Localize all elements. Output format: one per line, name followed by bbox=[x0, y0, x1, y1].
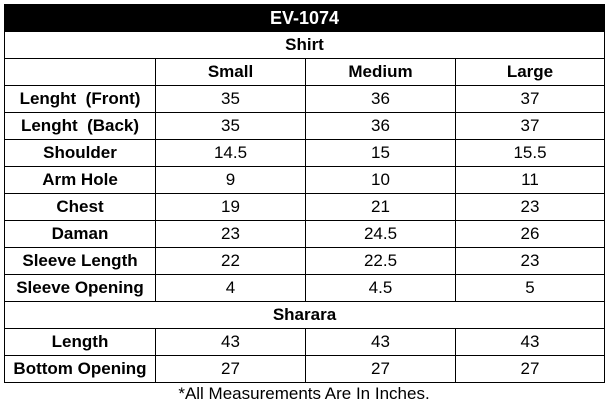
value-cell: 43 bbox=[155, 328, 306, 356]
measure-row: Daman 23 24.5 26 bbox=[4, 220, 605, 248]
value-cell: 23 bbox=[455, 247, 605, 275]
value-cell: 23 bbox=[455, 193, 605, 221]
column-header: Medium bbox=[305, 58, 456, 86]
footnote: *All Measurements Are In Inches. bbox=[178, 384, 430, 403]
value-cell: 43 bbox=[455, 328, 605, 356]
measure-row: Arm Hole 9 10 11 bbox=[4, 166, 605, 194]
header-row: Small Medium Large bbox=[4, 58, 605, 86]
value-cell: 19 bbox=[155, 193, 306, 221]
value-cell: 27 bbox=[155, 355, 306, 383]
row-label: Bottom Opening bbox=[4, 355, 156, 383]
table-title: EV-1074 bbox=[4, 4, 605, 32]
measure-row: Shoulder 14.5 15 15.5 bbox=[4, 139, 605, 167]
value-cell: 24.5 bbox=[305, 220, 456, 248]
table-body: EV-1074 Shirt Small Medium Large Lenght (Fro… bbox=[4, 4, 605, 383]
measure-row: Lenght (Front) 35 36 37 bbox=[4, 85, 605, 113]
value-cell: 26 bbox=[455, 220, 605, 248]
row-label: Lenght (Back) bbox=[4, 112, 156, 140]
value-cell: 14.5 bbox=[155, 139, 306, 167]
section-row: Shirt bbox=[4, 31, 605, 59]
value-cell: 27 bbox=[305, 355, 456, 383]
title-row: EV-1074 bbox=[4, 4, 605, 32]
value-cell: 4.5 bbox=[305, 274, 456, 302]
measure-row: Length 43 43 43 bbox=[4, 328, 605, 356]
value-cell: 10 bbox=[305, 166, 456, 194]
value-cell: 36 bbox=[305, 85, 456, 113]
value-cell: 22.5 bbox=[305, 247, 456, 275]
value-cell: 9 bbox=[155, 166, 306, 194]
value-cell: 35 bbox=[155, 112, 306, 140]
value-cell: 23 bbox=[155, 220, 306, 248]
value-cell: 15 bbox=[305, 139, 456, 167]
value-cell: 15.5 bbox=[455, 139, 605, 167]
value-cell: 27 bbox=[455, 355, 605, 383]
value-cell: 37 bbox=[455, 85, 605, 113]
measure-row: Bottom Opening 27 27 27 bbox=[4, 355, 605, 383]
row-label: Daman bbox=[4, 220, 156, 248]
value-cell: 22 bbox=[155, 247, 306, 275]
corner-cell bbox=[4, 58, 156, 86]
row-label: Sleeve Opening bbox=[4, 274, 156, 302]
value-cell: 35 bbox=[155, 85, 306, 113]
section-row: Sharara bbox=[4, 301, 605, 329]
row-label: Lenght (Front) bbox=[4, 85, 156, 113]
row-label: Chest bbox=[4, 193, 156, 221]
measure-row: Lenght (Back) 35 36 37 bbox=[4, 112, 605, 140]
section-title: Sharara bbox=[4, 301, 605, 329]
row-label: Shoulder bbox=[4, 139, 156, 167]
value-cell: 4 bbox=[155, 274, 306, 302]
measure-row: Sleeve Length 22 22.5 23 bbox=[4, 247, 605, 275]
value-cell: 36 bbox=[305, 112, 456, 140]
row-label: Arm Hole bbox=[4, 166, 156, 194]
size-table: EV-1074 Shirt Small Medium Large Lenght (Fro… bbox=[4, 4, 605, 383]
value-cell: 5 bbox=[455, 274, 605, 302]
row-label: Length bbox=[4, 328, 156, 356]
measure-row: Chest 19 21 23 bbox=[4, 193, 605, 221]
measure-row: Sleeve Opening 4 4.5 5 bbox=[4, 274, 605, 302]
value-cell: 21 bbox=[305, 193, 456, 221]
column-header: Small bbox=[155, 58, 306, 86]
row-label: Sleeve Length bbox=[4, 247, 156, 275]
column-header: Large bbox=[455, 58, 605, 86]
value-cell: 37 bbox=[455, 112, 605, 140]
section-title: Shirt bbox=[4, 31, 605, 59]
value-cell: 43 bbox=[305, 328, 456, 356]
value-cell: 11 bbox=[455, 166, 605, 194]
